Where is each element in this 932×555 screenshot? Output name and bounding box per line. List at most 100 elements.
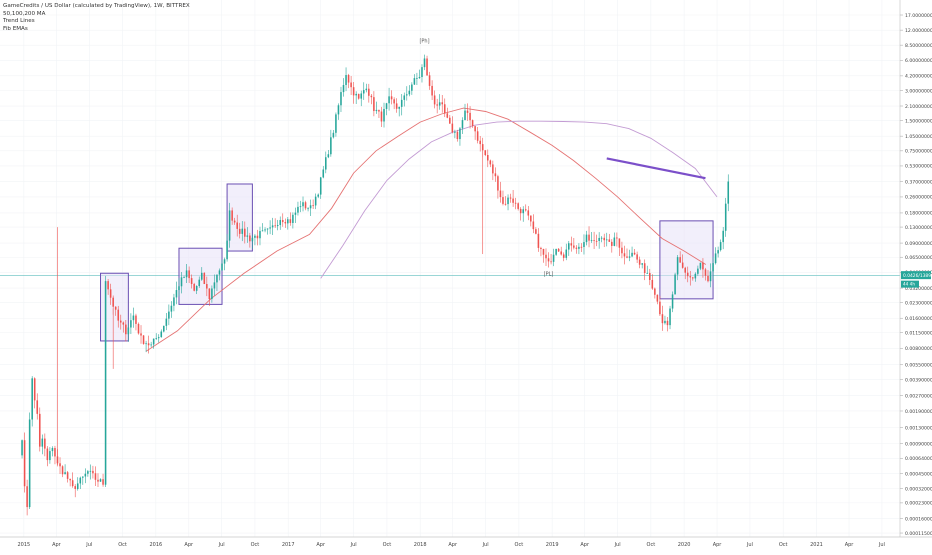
candle-body [502, 197, 504, 204]
time-tick-label: Jul [218, 542, 225, 548]
ma-short-line [145, 107, 707, 352]
candle-body [23, 440, 26, 487]
candle-body [714, 253, 717, 264]
trend-line[interactable] [606, 157, 706, 180]
candle-body [200, 272, 203, 280]
candle-body [309, 205, 312, 209]
candle-body [623, 253, 626, 257]
candle-body [398, 106, 400, 109]
candle-body [97, 479, 99, 482]
candle-body [347, 75, 350, 83]
time-tick-label: Oct [779, 542, 788, 548]
price-tick-label: 0.37000000 [905, 179, 932, 185]
candle-body [707, 275, 709, 282]
candle-body [218, 270, 221, 275]
candle-body [319, 177, 322, 195]
candle-body [443, 104, 446, 114]
candle-body [112, 297, 114, 307]
candle-body [557, 248, 560, 252]
candle-body [411, 84, 413, 91]
legend-title: GameCredits / US Dollar (calculated by T… [3, 3, 190, 9]
candle-body [578, 246, 580, 249]
candle-body [360, 93, 363, 99]
candle-body [492, 164, 494, 174]
candle-body [527, 210, 530, 216]
candle-body [456, 131, 459, 140]
candle-body [684, 267, 686, 273]
range-boxes[interactable] [100, 183, 714, 342]
candle-body [611, 241, 613, 246]
candle-body [570, 243, 573, 246]
candle-body [87, 471, 89, 474]
candle-body [345, 75, 347, 86]
candle-body [160, 331, 163, 338]
candle-body [459, 128, 461, 140]
price-tick-label: 0.00090000 [905, 441, 932, 447]
candle-body [636, 254, 638, 260]
candle-body [431, 85, 433, 96]
candle-body [692, 277, 694, 279]
candle-body [481, 144, 484, 151]
legend-fib-emas[interactable]: Fib EMAs [3, 25, 28, 32]
candle-body [249, 235, 251, 242]
candle-body [299, 206, 302, 208]
legend-trend-lines[interactable]: Trend Lines [3, 18, 35, 25]
candle-body [117, 309, 120, 321]
candle-body [550, 261, 552, 263]
candle-body [547, 258, 550, 262]
moving-averages [145, 107, 718, 352]
price-axis[interactable]: 17.00000000 12.00000000 8.50000000 6.000000… [899, 0, 932, 537]
candle-body [446, 113, 449, 118]
candle-body [274, 225, 276, 227]
candle-body [327, 154, 330, 158]
candle-body [585, 234, 588, 243]
candle-body [583, 242, 585, 247]
candle-body [388, 96, 390, 104]
candle-body [385, 103, 388, 109]
candle-body [155, 338, 157, 339]
time-tick-label: Jul [85, 542, 92, 548]
candle-body [580, 246, 583, 248]
candle-body [724, 203, 727, 231]
candle-body [656, 294, 659, 302]
candle-body [362, 90, 365, 94]
candle-body [661, 314, 664, 324]
candle-body [165, 318, 168, 326]
time-axis[interactable]: 2015 Apr Jul Oct 2016 Apr Jul Oct 2017 Apr Jul Oct 2… [0, 536, 932, 548]
candle-body [337, 105, 340, 115]
time-tick-label: Oct [118, 542, 127, 548]
candle-body [21, 440, 23, 456]
candle-body [395, 103, 398, 109]
price-tick-label: 0.00016000 [905, 516, 932, 522]
candle-body [565, 249, 568, 258]
legend-ma[interactable]: 50,100,200 MA [3, 10, 46, 17]
candle-body [246, 235, 249, 237]
candle-body [244, 228, 246, 237]
candle-body [71, 480, 74, 487]
candle-body [170, 305, 173, 312]
candle-body [608, 239, 611, 242]
candle-body [357, 93, 360, 99]
candle-body [292, 214, 294, 223]
price-tick-label: 0.26000000 [905, 195, 932, 201]
candle-body [540, 247, 542, 249]
candle-body [284, 222, 287, 224]
pivot-annotations: [Ph] [PL] [419, 39, 553, 278]
candle-body [507, 197, 509, 205]
price-tick-label: 0.18000000 [905, 211, 932, 217]
candle-body [626, 256, 628, 258]
candle-body [294, 212, 297, 215]
range-box [100, 272, 129, 342]
candle-body [403, 95, 406, 100]
candle-body [94, 473, 97, 480]
candle-body [689, 276, 692, 278]
candle-body [545, 254, 547, 259]
candle-body [497, 176, 499, 191]
candle-body [365, 88, 368, 91]
time-tick-label: Apr [448, 542, 458, 548]
grid [0, 0, 900, 537]
price-tick-label: 0.00023000 [905, 501, 932, 507]
candle-body [302, 202, 304, 207]
